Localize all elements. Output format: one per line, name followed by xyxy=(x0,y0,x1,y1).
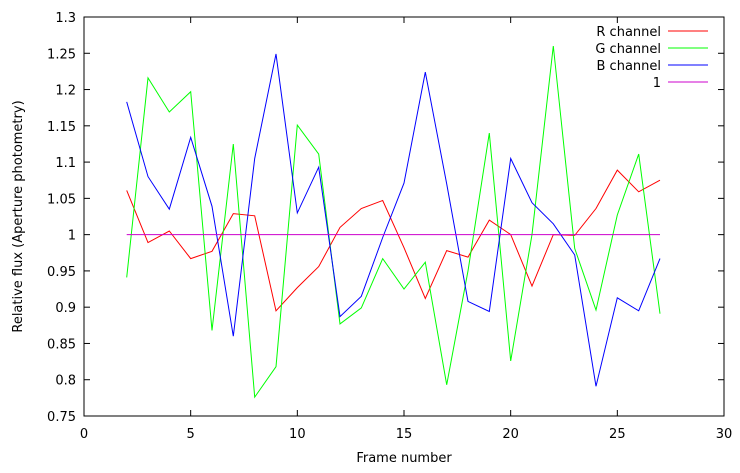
x-tick-label: 25 xyxy=(609,427,626,442)
y-tick-label: 0.9 xyxy=(55,301,76,316)
series-lines xyxy=(126,45,661,399)
y-tick-label: 1.05 xyxy=(47,192,76,207)
y-tick-label: 0.85 xyxy=(47,337,76,352)
x-tick-label: 10 xyxy=(289,427,306,442)
x-tick-label: 15 xyxy=(396,427,413,442)
legend-label: B channel xyxy=(597,59,662,74)
x-axis-label: Frame number xyxy=(356,451,452,466)
y-tick-label: 1.3 xyxy=(55,11,76,26)
axis-ticks: 0.75 0.8 0.85 0.9 0.95 1 1.05 1.1 1.15 1.2 1.25 1.3… xyxy=(47,11,732,442)
legend-label: G channel xyxy=(595,42,661,57)
series-line-g-channel xyxy=(126,45,661,399)
y-axis-label: Relative flux (Aperture photometry) xyxy=(11,100,26,332)
y-tick-label: 1.15 xyxy=(47,120,76,135)
x-tick-label: 30 xyxy=(716,427,733,442)
legend-label: R channel xyxy=(596,25,661,40)
x-tick-label: 20 xyxy=(502,427,519,442)
x-tick-label: 5 xyxy=(187,427,195,442)
y-tick-label: 1.2 xyxy=(55,84,76,99)
y-tick-label: 0.8 xyxy=(55,374,76,389)
legend: R channel G channel B channel 1 xyxy=(595,25,708,91)
y-tick-label: 1 xyxy=(68,229,76,244)
y-tick-label: 0.95 xyxy=(47,265,76,280)
legend-label: 1 xyxy=(653,76,661,91)
series-line-r-channel xyxy=(126,169,661,312)
y-tick-label: 1.25 xyxy=(47,47,76,62)
series-line-b-channel xyxy=(126,53,661,387)
x-tick-label: 0 xyxy=(80,427,88,442)
y-tick-label: 1.1 xyxy=(55,156,76,171)
y-tick-label: 0.75 xyxy=(47,410,76,425)
plot-frame xyxy=(83,16,725,417)
